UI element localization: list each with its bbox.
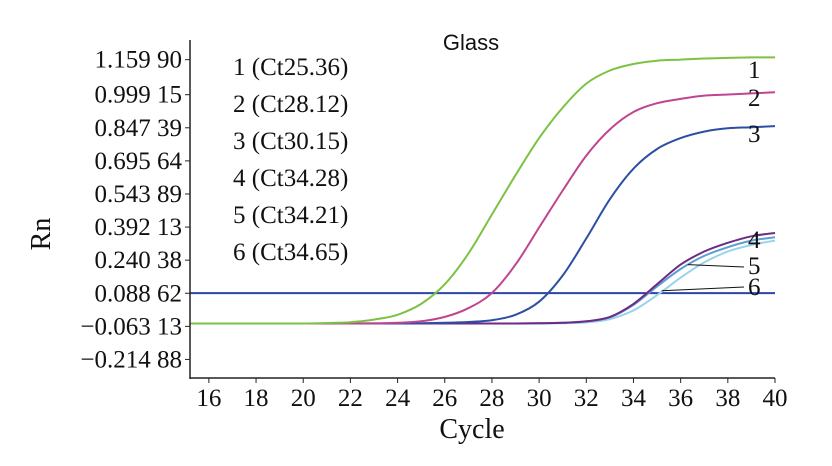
y-tick-label: 0.543 89 (95, 181, 183, 208)
series-5-end-label: 5 (748, 253, 761, 280)
x-tick-label: 32 (574, 385, 599, 412)
x-axis-label: Cycle (439, 414, 504, 445)
y-tick-labels: 1.159 90 0.999 15 0.847 39 0.695 64 0.543 89… (80, 47, 190, 373)
x-tick-label: 40 (763, 385, 788, 412)
legend-entry: 1 (Ct25.36) (233, 54, 348, 81)
x-tick-label: 16 (196, 385, 221, 412)
y-tick-label: 0.847 39 (95, 115, 183, 142)
y-tick-label: 1.159 90 (95, 47, 183, 74)
x-tick-label: 34 (621, 385, 647, 412)
x-tick-label: 28 (479, 385, 504, 412)
y-tick-label: 0.088 62 (95, 280, 183, 307)
y-tick-label: 0.695 64 (95, 148, 183, 175)
series-group (190, 56, 776, 325)
x-tick-label: 36 (668, 385, 693, 412)
y-tick-label: 0.392 13 (95, 214, 183, 241)
series-1-line (190, 56, 775, 325)
x-tick-label: 22 (338, 385, 363, 412)
x-tick-label: 30 (527, 385, 552, 412)
y-tick-label: 0.240 38 (95, 247, 183, 274)
legend-entry: 2 (Ct28.12) (233, 91, 348, 118)
legend-entry: 4 (Ct34.28) (233, 165, 348, 192)
series-2-end-label: 2 (748, 85, 761, 112)
series-3-end-label: 3 (748, 121, 761, 148)
x-tick-label: 20 (291, 385, 316, 412)
x-tick-label: 26 (432, 385, 457, 412)
axes (189, 40, 775, 379)
series-6-leader-line (661, 286, 745, 292)
x-tick-label: 38 (715, 385, 740, 412)
x-tick-label: 24 (385, 385, 411, 412)
chart-title: Glass (443, 30, 499, 55)
y-tick-label: 0.999 15 (95, 82, 183, 109)
legend: 1 (Ct25.36) 2 (Ct28.12) 3 (Ct30.15) 4 (Ct34… (233, 54, 348, 266)
legend-entry: 6 (Ct34.65) (233, 239, 348, 266)
series-end-labels: 12 3 456 (661, 57, 761, 301)
y-tick-label: −0.214 88 (80, 346, 182, 373)
y-tick-label: −0.063 13 (80, 313, 182, 340)
y-axis-label: Rn (26, 218, 57, 251)
series-5-leader-line (687, 264, 745, 268)
series-4-end-label: 4 (748, 227, 761, 254)
legend-entry: 5 (Ct34.21) (233, 202, 348, 229)
series-1-end-label: 1 (748, 57, 761, 84)
x-tick-label: 18 (244, 385, 269, 412)
x-tick-labels: 16 18 20 22 24 26 28 30 32 34 36 38 40 (196, 378, 788, 412)
series-6-end-label: 6 (748, 274, 761, 301)
legend-entry: 3 (Ct30.15) (233, 128, 348, 155)
